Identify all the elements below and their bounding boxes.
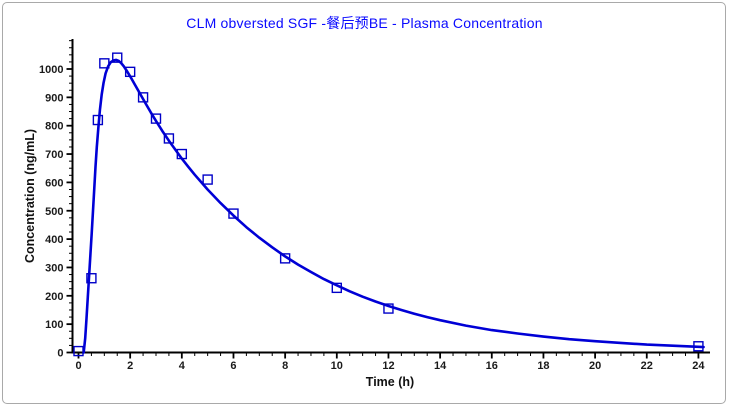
x-tick-label: 0 <box>75 360 81 372</box>
observed-marker <box>228 208 239 219</box>
observed-marker <box>202 174 213 185</box>
y-tick-label: 1000 <box>39 64 63 76</box>
y-tick-label: 100 <box>45 319 63 331</box>
x-tick-label: 14 <box>434 360 447 372</box>
x-tick-label: 6 <box>230 360 236 372</box>
observed-marker <box>176 148 188 160</box>
observed-marker <box>163 133 175 144</box>
y-tick-label: 300 <box>45 262 63 274</box>
x-tick-label: 8 <box>282 360 288 372</box>
observed-marker <box>112 52 123 63</box>
observed-marker <box>99 58 110 69</box>
x-tick-label: 12 <box>382 360 394 372</box>
y-tick-label: 700 <box>45 149 63 161</box>
x-tick-label: 20 <box>589 360 601 372</box>
x-tick-label: 24 <box>692 360 705 372</box>
x-tick-label: 2 <box>127 360 133 372</box>
observed-marker <box>86 273 97 284</box>
observed-marker <box>137 92 149 103</box>
x-tick-label: 10 <box>331 360 343 372</box>
observed-marker <box>150 113 162 124</box>
y-tick-label: 800 <box>45 121 63 133</box>
observed-marker <box>124 66 136 78</box>
observed-marker <box>383 303 394 314</box>
chart-title: CLM obversted SGF -餐后预BE - Plasma Concen… <box>186 15 543 31</box>
x-tick-label: 18 <box>537 360 549 372</box>
y-tick-label: 400 <box>45 234 63 246</box>
y-tick-label: 600 <box>45 177 63 189</box>
observed-marker <box>279 253 291 264</box>
y-tick-label: 500 <box>45 206 63 218</box>
y-axis-title: Concentration (ng/mL) <box>23 128 37 264</box>
y-tick-label: 0 <box>57 348 63 360</box>
y-tick-label: 200 <box>45 291 63 303</box>
observed-marker <box>73 345 84 357</box>
observed-marker <box>92 114 104 126</box>
observed-marker <box>331 282 342 294</box>
x-tick-label: 4 <box>179 360 186 372</box>
x-axis-title: Time (h) <box>365 375 415 389</box>
x-tick-label: 16 <box>486 360 498 372</box>
observed-marker <box>693 341 704 352</box>
y-tick-label: 900 <box>45 92 63 104</box>
x-tick-label: 22 <box>641 360 653 372</box>
